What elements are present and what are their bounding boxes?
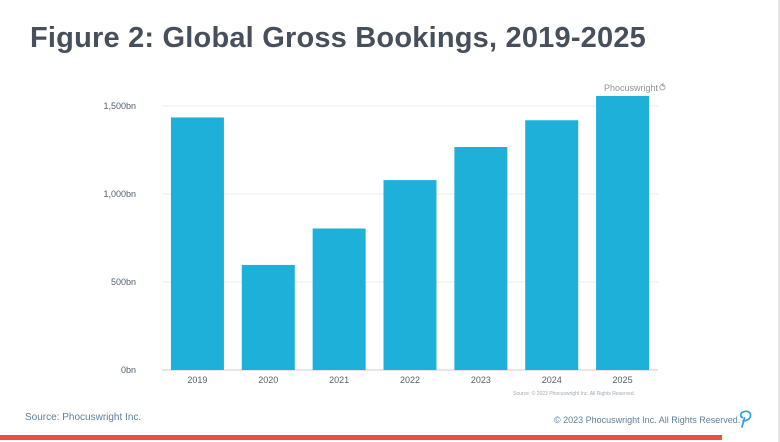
- x-tick-label: 2025: [613, 375, 633, 385]
- chart-source-note: Source: © 2023 Phocuswright Inc. All Rig…: [513, 391, 636, 397]
- bars: [170, 95, 650, 370]
- y-tick-label: 500bn: [111, 277, 136, 287]
- chart-brand-mark: Phocuswright⥀: [604, 83, 666, 94]
- axis-labels: 0bn 500bn 1,000bn 1,500bn 2019 2020 2021 2022 20…: [103, 101, 632, 385]
- bar-2022: [383, 180, 437, 370]
- bar-2020: [241, 264, 295, 370]
- brand-swirl-icon: ⥀: [659, 83, 666, 94]
- y-tick-label: 1,000bn: [103, 189, 136, 199]
- x-tick-label: 2024: [542, 375, 562, 385]
- y-tick-label: 0bn: [121, 365, 136, 375]
- page-title: Figure 2: Global Gross Bookings, 2019-20…: [30, 22, 646, 54]
- footer-copyright: © 2023 Phocuswright Inc. All Rights Rese…: [554, 415, 741, 425]
- bar-2019: [170, 117, 224, 370]
- footer-accent-bar: [0, 435, 722, 440]
- y-tick-label: 1,500bn: [103, 101, 136, 111]
- brand-mark-text: Phocuswright: [604, 83, 659, 93]
- footer-source: Source: Phocuswright Inc.: [25, 412, 142, 423]
- bar-2021: [312, 228, 366, 370]
- bar-2023: [454, 147, 508, 370]
- x-tick-label: 2021: [329, 375, 349, 385]
- x-tick-label: 2020: [258, 375, 278, 385]
- x-tick-label: 2023: [471, 375, 491, 385]
- slide-edge: [778, 0, 780, 442]
- phocuswright-p-logo-icon: [739, 410, 752, 428]
- bar-2024: [525, 120, 579, 370]
- x-tick-label: 2019: [187, 375, 207, 385]
- x-tick-label: 2022: [400, 375, 420, 385]
- bar-2025: [596, 95, 650, 370]
